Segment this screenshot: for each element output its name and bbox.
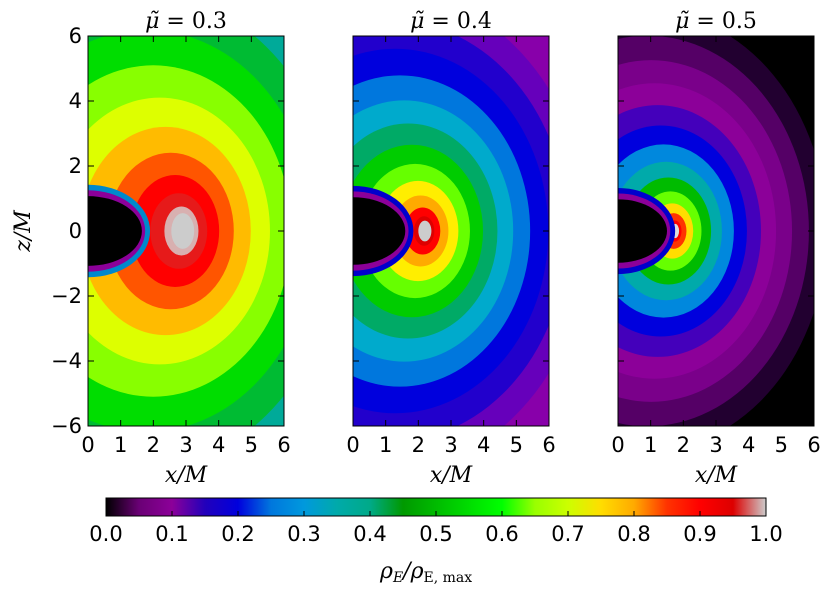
y-tick-label: 2 xyxy=(69,154,82,178)
colorbar-tick-label: 0.9 xyxy=(683,522,716,546)
y-axis-label: z/M xyxy=(11,210,36,253)
x-tick-label: 6 xyxy=(277,433,290,457)
y-tick-label: 4 xyxy=(69,89,82,113)
heatmap-field xyxy=(618,36,814,426)
panel-title: μ̃ = 0.3 xyxy=(145,9,227,34)
heatmap-field xyxy=(88,36,284,426)
x-tick-label: 0 xyxy=(81,433,94,457)
colorbar-tick-label: 0.3 xyxy=(287,522,320,546)
colorbar-tick-label: 0.1 xyxy=(155,522,188,546)
y-tick-label: −4 xyxy=(51,349,82,373)
x-tick-label: 5 xyxy=(775,433,788,457)
colorbar-tick-label: 0.6 xyxy=(485,522,518,546)
x-tick-label: 5 xyxy=(510,433,523,457)
x-tick-label: 2 xyxy=(677,433,690,457)
x-tick-label: 4 xyxy=(212,433,225,457)
x-tick-label: 4 xyxy=(742,433,755,457)
y-tick-label: −2 xyxy=(51,284,82,308)
x-tick-label: 3 xyxy=(709,433,722,457)
colorbar-tick-label: 0.4 xyxy=(353,522,386,546)
x-tick-label: 2 xyxy=(147,433,160,457)
colorbar-tick-label: 1.0 xyxy=(749,522,782,546)
colorbar-label: ρE/ρE, max xyxy=(379,559,472,586)
y-tick-label: −6 xyxy=(51,414,82,438)
colorbar-tick-label: 0.5 xyxy=(419,522,452,546)
panel-mu-0.4: 0 1 2 3 4 5 6 μ̃ = 0.4 x/M xyxy=(346,9,555,488)
colorbar-tick-label: 0.7 xyxy=(551,522,584,546)
x-tick-label: 4 xyxy=(477,433,490,457)
x-tick-label: 6 xyxy=(807,433,820,457)
y-tick-label: 6 xyxy=(69,24,82,48)
colorbar-tick-label: 0.8 xyxy=(617,522,650,546)
x-tick-label: 0 xyxy=(611,433,624,457)
x-tick-label: 1 xyxy=(114,433,127,457)
x-tick-label: 6 xyxy=(542,433,555,457)
heatmap-field xyxy=(353,36,549,426)
black-hole xyxy=(88,196,142,266)
colorbar-tick-label: 0.0 xyxy=(89,522,122,546)
colorbar: 0.0 0.1 0.2 0.3 0.4 0.5 0.6 0.7 0.8 0.9 1.0 ρE/ρE,… xyxy=(89,497,783,586)
panel-title: μ̃ = 0.5 xyxy=(675,9,757,34)
x-tick-label: 3 xyxy=(444,433,457,457)
x-tick-label: 0 xyxy=(346,433,359,457)
x-tick-label: 1 xyxy=(379,433,392,457)
black-hole xyxy=(353,197,406,265)
panel-title: μ̃ = 0.4 xyxy=(410,9,492,34)
x-tick-label: 1 xyxy=(644,433,657,457)
panel-mu-0.5: 0 1 2 3 4 5 6 μ̃ = 0.5 x/M xyxy=(611,9,820,488)
density-band xyxy=(171,213,195,249)
x-axis-label: x/M xyxy=(165,463,208,488)
x-tick-label: 3 xyxy=(179,433,192,457)
x-axis-label: x/M xyxy=(695,463,738,488)
x-tick-label: 5 xyxy=(245,433,258,457)
x-axis-label: x/M xyxy=(430,463,473,488)
x-tick-label: 2 xyxy=(412,433,425,457)
black-hole xyxy=(618,199,667,263)
y-tick-label: 0 xyxy=(69,219,82,243)
colorbar-tick-label: 0.2 xyxy=(221,522,254,546)
density-band xyxy=(418,220,432,242)
